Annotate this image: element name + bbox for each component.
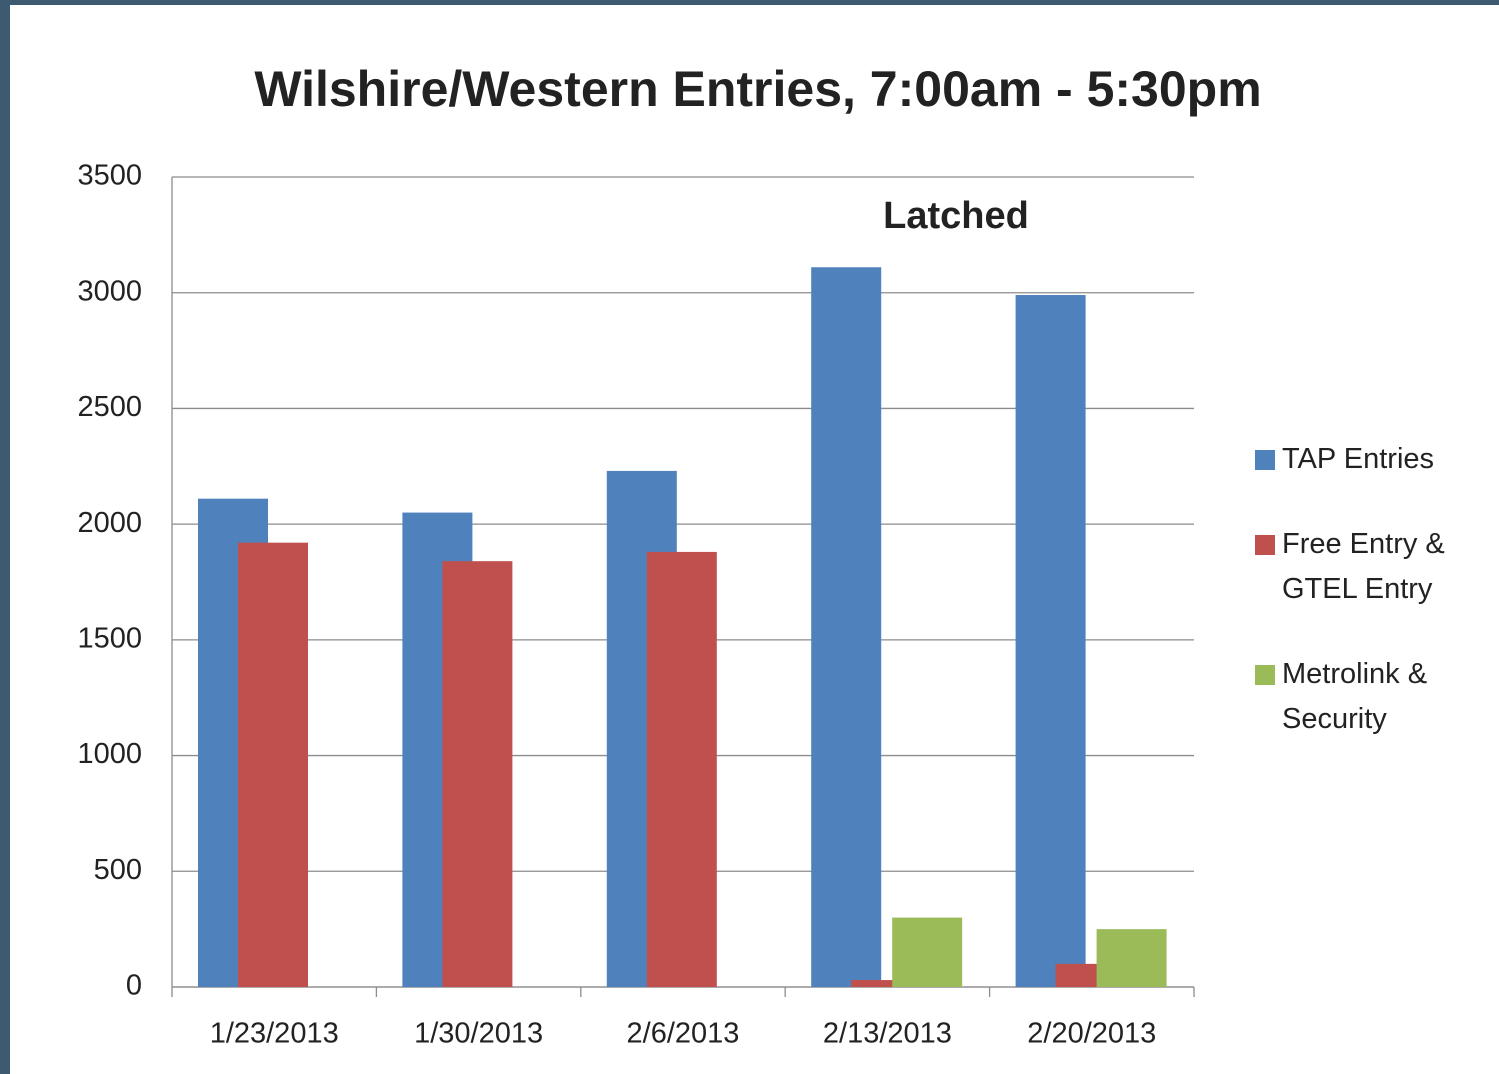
annotation: Latched [883,195,1029,237]
y-tick-label: 1500 [77,623,142,655]
bar [892,917,963,987]
legend: TAP Entries Free Entry & GTEL Entry Metrol… [1255,437,1445,782]
y-tick-label: 500 [94,854,142,886]
y-tick-label: 0 [126,970,142,1002]
bar [851,980,922,987]
x-tick-label: 2/6/2013 [627,1018,740,1050]
bar [1096,929,1167,987]
legend-label: TAP Entries [1282,443,1435,475]
x-tick-label: 2/13/2013 [823,1018,952,1050]
bar [1015,295,1086,987]
legend-swatch [1255,535,1275,555]
y-tick-label: 1000 [77,738,142,770]
legend-swatch [1255,450,1275,470]
legend-label: Metrolink & Security [1282,658,1428,735]
bar [442,561,513,987]
legend-swatch [1255,665,1275,685]
chart-title: Wilshire/Western Entries, 7:00am - 5:30p… [254,61,1261,117]
y-tick-label: 2500 [77,391,142,423]
legend-item: Free Entry & GTEL Entry [1255,522,1445,612]
y-tick-label: 2000 [77,507,142,539]
y-tick-label: 3500 [77,160,142,192]
bar [646,551,717,987]
bar [811,267,882,987]
legend-item: Metrolink & Security [1255,652,1445,742]
x-tick-label: 1/30/2013 [414,1018,543,1050]
slide: Wilshire/Western Entries, 7:00am - 5:30p… [10,5,1499,1074]
bar [238,542,308,987]
x-tick-label: 2/20/2013 [1027,1018,1156,1050]
legend-item: TAP Entries [1255,437,1445,482]
legend-label: Free Entry & GTEL Entry [1282,528,1445,605]
chart: Wilshire/Western Entries, 7:00am - 5:30p… [77,61,1261,1050]
x-tick-label: 1/23/2013 [210,1018,339,1050]
y-tick-label: 3000 [77,275,142,307]
